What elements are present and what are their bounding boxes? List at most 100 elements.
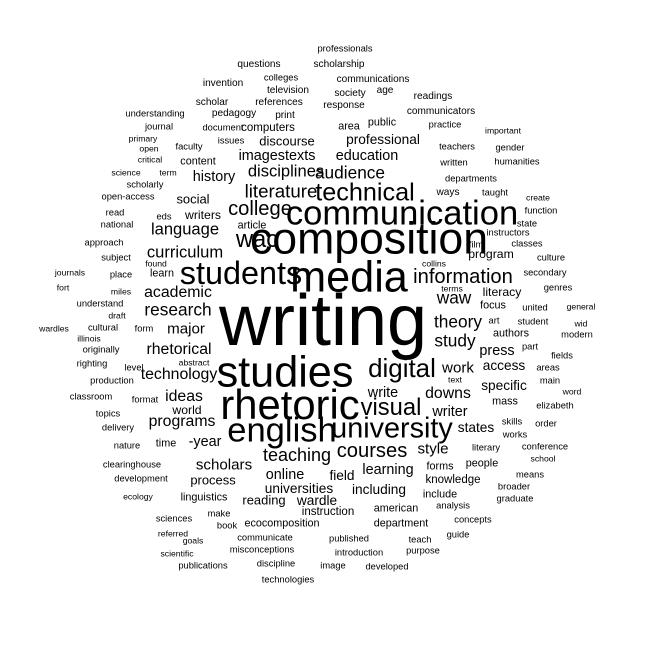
cloud-word: development (114, 473, 168, 484)
cloud-word: courses (336, 439, 408, 462)
cloud-word: make (207, 508, 231, 519)
cloud-word: digital (368, 355, 436, 384)
cloud-word: righting (76, 358, 108, 369)
cloud-word: studies (216, 348, 354, 397)
cloud-word: students (179, 254, 303, 291)
cloud-word: visual (360, 394, 422, 422)
cloud-word: publications (178, 560, 228, 571)
cloud-word: history (192, 168, 236, 185)
cloud-word: introduction (334, 547, 384, 558)
cloud-word: image (320, 560, 346, 571)
cloud-word: cultural (87, 322, 119, 333)
cloud-word: understand (76, 298, 124, 309)
cloud-word: works (502, 429, 528, 440)
cloud-word: document (202, 122, 244, 133)
cloud-word: literacy (482, 284, 522, 299)
cloud-word: age (376, 84, 394, 96)
cloud-word: theory (434, 311, 482, 332)
cloud-word: topics (95, 408, 121, 419)
cloud-word: university (331, 412, 453, 445)
cloud-word: scientific (160, 548, 194, 559)
cloud-word: written (440, 157, 468, 168)
cloud-word: text (448, 374, 462, 385)
cloud-word: writing (218, 281, 428, 361)
cloud-word: miles (110, 286, 132, 297)
cloud-word: misconceptions (229, 544, 295, 555)
cloud-word: -year (188, 433, 222, 450)
cloud-word: skills (501, 416, 523, 427)
cloud-word: purpose (406, 545, 440, 556)
cloud-word: reading (242, 492, 286, 508)
cloud-word: forms (426, 460, 454, 473)
cloud-word: include (422, 488, 458, 501)
cloud-word: referred (157, 528, 189, 539)
cloud-word: classes (511, 238, 543, 249)
cloud-word: response (323, 99, 365, 111)
cloud-word: sciences (155, 513, 193, 524)
cloud-word: abstract (178, 357, 210, 368)
cloud-word: teach (408, 534, 432, 545)
cloud-word: english (227, 411, 337, 450)
cloud-word: states (457, 420, 495, 436)
cloud-word: read (105, 207, 125, 218)
cloud-word: state (516, 218, 538, 229)
cloud-word: national (100, 219, 134, 230)
cloud-word: scholars (195, 456, 253, 474)
cloud-word: developed (365, 561, 409, 572)
cloud-word: curriculum (146, 242, 224, 262)
cloud-word: computers (241, 122, 295, 135)
cloud-word: learn (149, 267, 175, 280)
cloud-word: part (521, 341, 539, 352)
cloud-word: technologies (261, 574, 315, 585)
cloud-word: online (265, 466, 305, 483)
cloud-word: writer (432, 403, 468, 420)
cloud-word: academic (144, 284, 212, 302)
cloud-word: american (373, 502, 419, 515)
cloud-word: order (535, 418, 557, 429)
cloud-word: delivery (101, 422, 135, 433)
cloud-word: knowledge (425, 474, 481, 487)
cloud-word: including (352, 482, 406, 498)
cloud-word: mass (492, 395, 518, 408)
cloud-word: style (417, 440, 449, 458)
cloud-word: downs (425, 385, 471, 403)
cloud-word: eds (156, 211, 172, 222)
cloud-word: elizabeth (536, 400, 574, 411)
cloud-word: references (255, 96, 303, 108)
cloud-word: readings (413, 90, 453, 102)
cloud-word: genres (543, 282, 573, 293)
cloud-word: goals (182, 535, 204, 546)
cloud-word: literature (244, 180, 318, 202)
cloud-word: nature (113, 440, 141, 451)
cloud-word: primary (128, 133, 158, 144)
cloud-word: television (266, 84, 310, 96)
cloud-word: classroom (69, 391, 113, 402)
cloud-word: disciplines (247, 161, 325, 181)
cloud-word: originally (82, 344, 120, 355)
cloud-word: discipline (256, 558, 296, 569)
cloud-word: communicators (406, 105, 476, 117)
cloud-word: questions (237, 58, 281, 70)
cloud-word: teaching (262, 445, 332, 465)
cloud-word: areas (536, 362, 560, 373)
cloud-word: rhetorical (146, 341, 212, 359)
cloud-word: general (566, 301, 596, 312)
cloud-word: linguistics (180, 491, 228, 504)
cloud-word: subject (101, 252, 131, 263)
cloud-word: education (335, 147, 399, 164)
cloud-word: guide (446, 529, 470, 540)
cloud-word: department (373, 517, 429, 530)
cloud-word: research (144, 299, 212, 320)
cloud-word: teachers (439, 141, 475, 152)
cloud-word: write (367, 384, 399, 401)
cloud-word: literary (471, 442, 501, 453)
cloud-word: programs (148, 413, 216, 431)
cloud-word: concepts (454, 514, 492, 525)
cloud-word: universities (264, 481, 334, 497)
cloud-word: article (237, 219, 267, 232)
cloud-word: united (522, 302, 548, 313)
cloud-word: humanities (494, 156, 540, 167)
cloud-word: taught (482, 187, 508, 198)
cloud-word: invention (202, 77, 244, 89)
cloud-word: program (468, 246, 514, 261)
